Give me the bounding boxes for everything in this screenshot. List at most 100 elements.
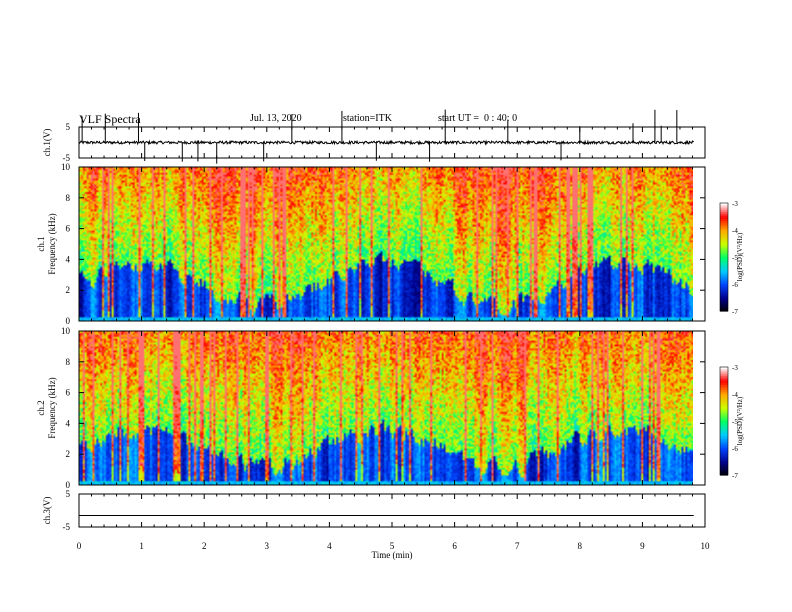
colorbar-swatch [720,458,728,462]
colorbar-swatch [720,446,728,449]
y-tick-label: 8 [66,193,71,203]
y-axis-label: Frequency (kHz) [47,377,57,438]
ch1-waveform-trace [78,139,694,146]
colorbar-swatch [720,298,728,301]
colorbar-swatch [720,300,728,303]
y-tick-label: 6 [66,388,71,398]
colorbar-swatch [720,471,728,474]
colorbar-swatch [720,451,728,454]
colorbar-frame [719,202,729,312]
colorbar-swatch [720,305,728,308]
colorbar-swatch [720,424,728,427]
y-tick-label: 0 [66,480,71,490]
colorbar-swatch [720,253,728,256]
x-tick-label: 6 [452,541,457,551]
colorbar-swatch [720,217,728,220]
colorbar-swatch [720,285,728,289]
colorbar-swatch [720,444,728,447]
colorbar-tick-label: -3 [732,200,738,208]
colorbar-swatch [720,278,728,281]
colorbar-swatch [720,439,728,442]
y-tick-label: 0 [66,316,71,326]
colorbar-swatch [720,219,728,222]
colorbar-swatch [720,276,728,280]
y-axis-label: ch.3(V) [42,497,52,525]
colorbar-swatch [720,435,728,438]
colorbar-swatch [720,242,728,245]
station-label: station=ITK [343,113,392,124]
x-tick-label: 9 [640,541,645,551]
colorbar-swatch [720,224,728,227]
y-tick-label: 4 [66,418,71,428]
colorbar-swatch [720,257,728,260]
colorbar-swatch [720,374,728,377]
colorbar-swatch [720,255,728,258]
colorbar-swatch [720,204,728,208]
colorbar-swatch [720,419,728,422]
colorbar-swatch [720,385,728,388]
colorbar-swatch [720,426,728,429]
y-tick-label: 6 [66,224,71,234]
colorbar-swatch [720,293,728,296]
colorbar-swatch [720,228,728,231]
colorbar-swatch [720,403,728,406]
colorbar-swatch [720,392,728,395]
colorbar-swatch [720,222,728,226]
colorbar-swatch [720,370,728,373]
x-tick-label: 3 [265,541,270,551]
colorbar-tick-label: -6 [732,445,738,453]
colorbar-swatch [720,376,728,379]
colorbar-swatch [720,408,728,411]
colorbar-swatch [720,394,728,397]
colorbar-swatch [720,428,728,431]
colorbar-swatch [720,287,728,290]
x-tick-label: 10 [701,541,711,551]
x-tick-label: 2 [202,541,207,551]
colorbar-swatch [720,280,728,283]
colorbar-swatch [720,460,728,463]
y-axis-label: ch.1 [36,236,46,251]
x-tick-label: 1 [139,541,144,551]
ch1-spectrogram-image [79,167,693,321]
x-tick-label: 4 [327,541,332,551]
colorbar-swatch [720,453,728,456]
colorbar-swatch [720,431,728,435]
colorbar-swatch [720,457,728,460]
y-axis-label: Frequency (kHz) [47,213,57,274]
colorbar-swatch [720,248,728,251]
colorbar-swatch [720,381,728,384]
colorbar-swatch [720,208,728,211]
ch1-spectrogram-panel: 0 2 4 6 8 10 ch.1 Frequency (kHz) [36,162,705,326]
colorbar-swatch [720,464,728,467]
colorbar-swatch [720,294,728,298]
colorbar-swatch [720,401,728,404]
colorbar-swatch [720,377,728,381]
colorbar-swatch [720,246,728,249]
colorbar-swatch [720,469,728,472]
colorbar-swatch [720,473,728,476]
ch3-waveform-panel: 5 -5 ch.3(V) [42,489,694,532]
colorbar-swatch [720,302,728,305]
colorbar-swatch [720,203,728,206]
colorbar-swatch [720,206,728,209]
colorbar-swatch [720,466,728,469]
colorbar-swatch [720,395,728,399]
colorbar-swatch [720,390,728,393]
x-tick-label: 0 [77,541,82,551]
start-ut-label: start UT = 0 : 40: 0 [438,113,518,124]
colorbar-swatch [720,237,728,240]
colorbar-swatch [720,440,728,444]
colorbar-swatch [720,421,728,424]
colorbar-swatch [720,249,728,253]
colorbar-swatch [720,383,728,386]
colorbar-swatch [720,213,728,217]
colorbar-tick-label: -4 [732,227,738,235]
colorbar-swatch [720,271,728,274]
colorbar-swatch [720,417,728,420]
y-tick-label: 4 [66,254,71,264]
colorbar-swatch [720,282,728,285]
colorbar-swatch [720,221,728,224]
colorbar-swatch [720,262,728,265]
x-tick-label: 7 [515,541,520,551]
colorbar-swatch [720,269,728,272]
